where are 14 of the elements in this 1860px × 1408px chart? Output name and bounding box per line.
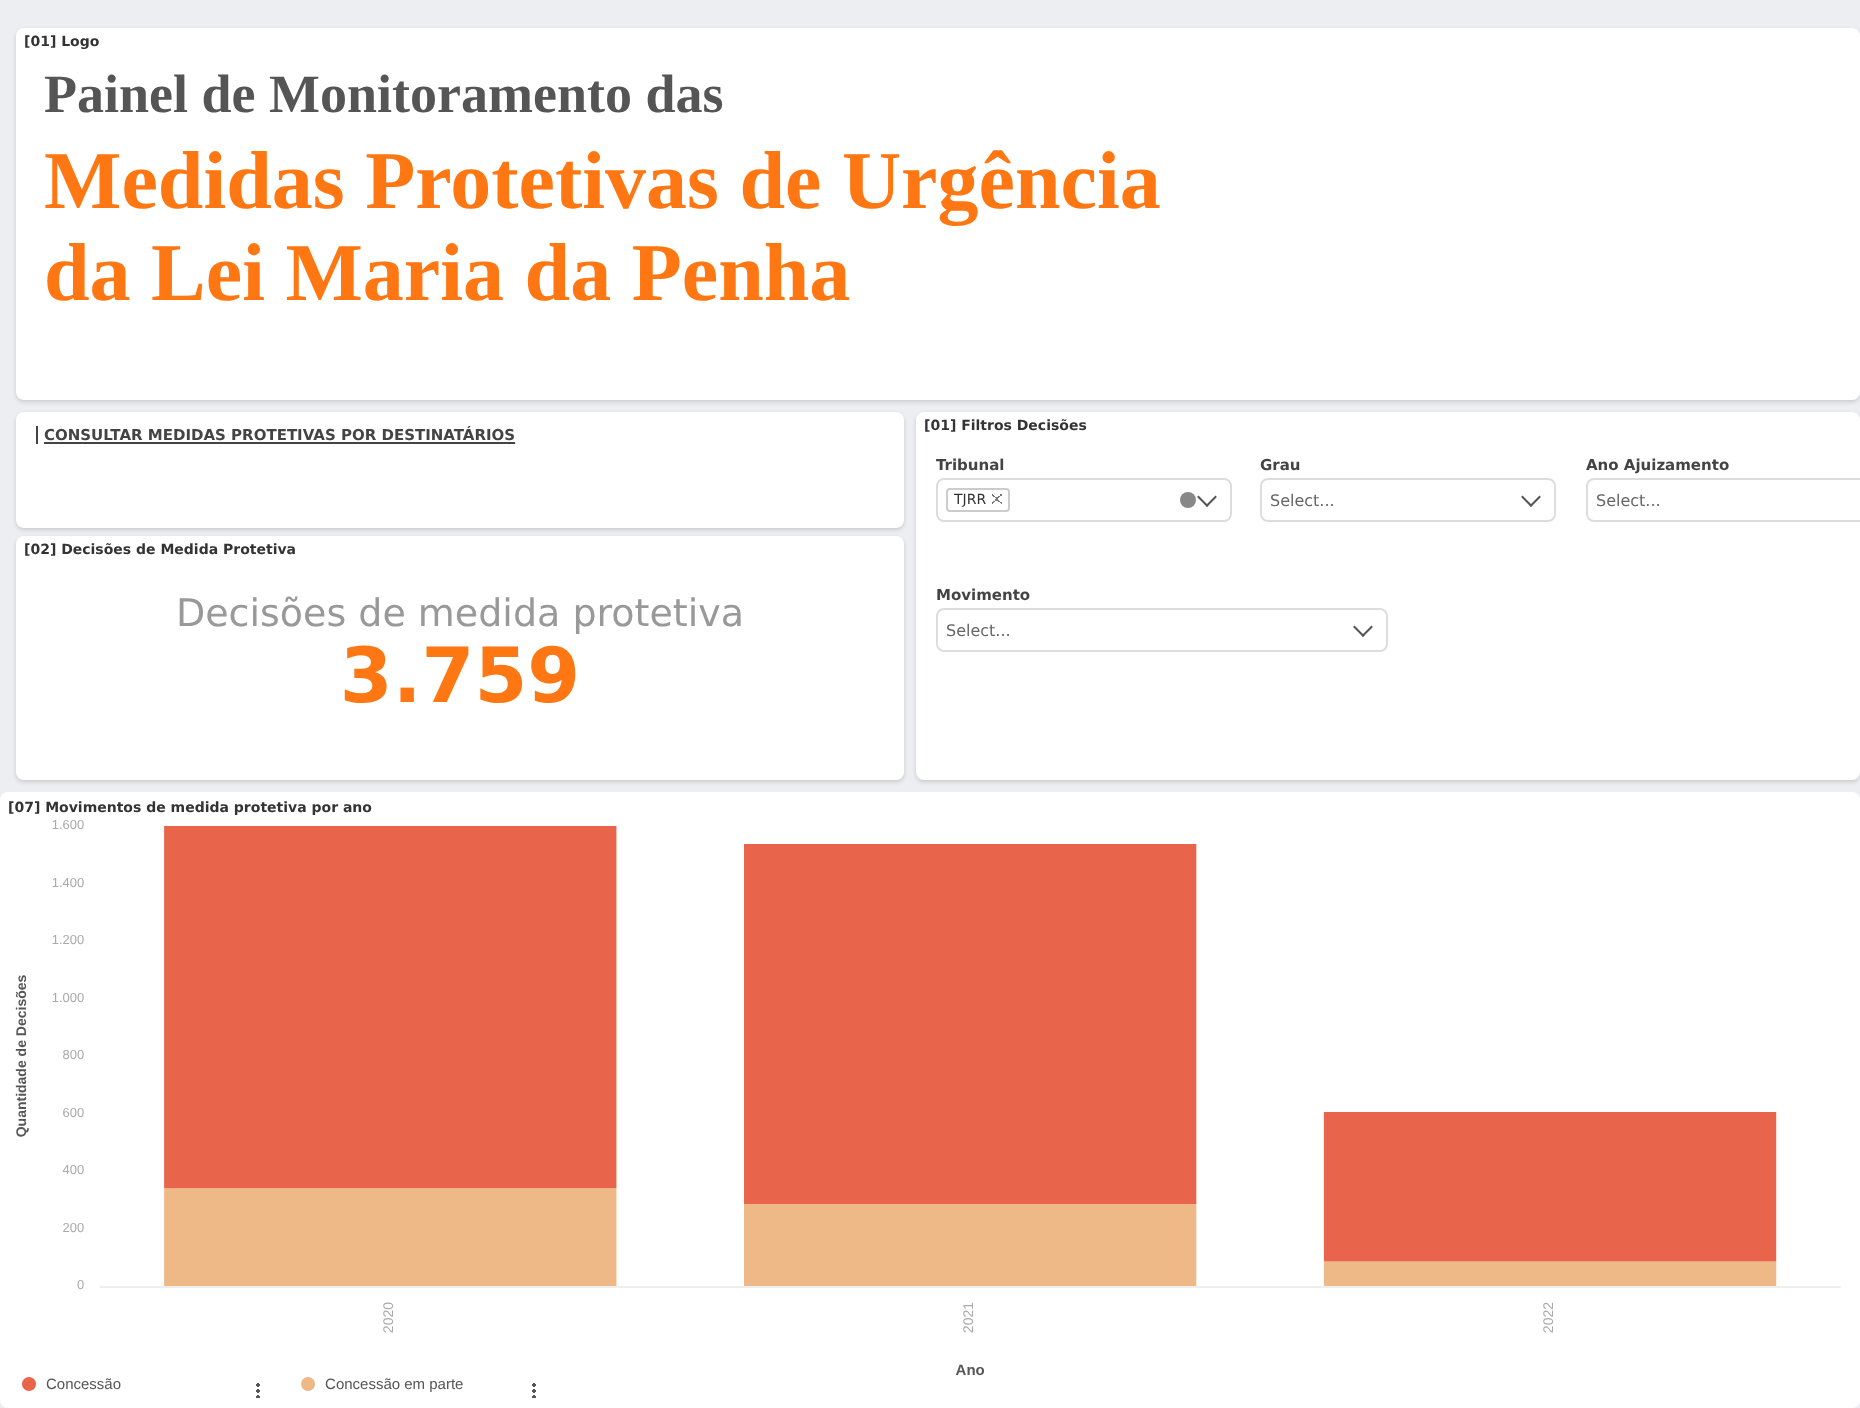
text: Decisões de medida protetiva	[173, 592, 747, 636]
bar	[744, 1204, 1197, 1286]
bar	[164, 826, 617, 1189]
text: Medidas Protetivas de Urgência	[44, 132, 1161, 228]
bar	[1323, 1261, 1777, 1286]
text: Select...	[1596, 492, 1661, 510]
text: da Lei Maria da Penha	[44, 226, 851, 320]
bar	[1323, 1112, 1777, 1262]
bar	[164, 1188, 617, 1286]
text: Select...	[946, 622, 1011, 640]
text: Painel de Monitoramento das	[44, 64, 724, 126]
text: Select...	[1270, 492, 1335, 510]
text: 3.759	[337, 632, 581, 720]
bar	[744, 844, 1197, 1205]
